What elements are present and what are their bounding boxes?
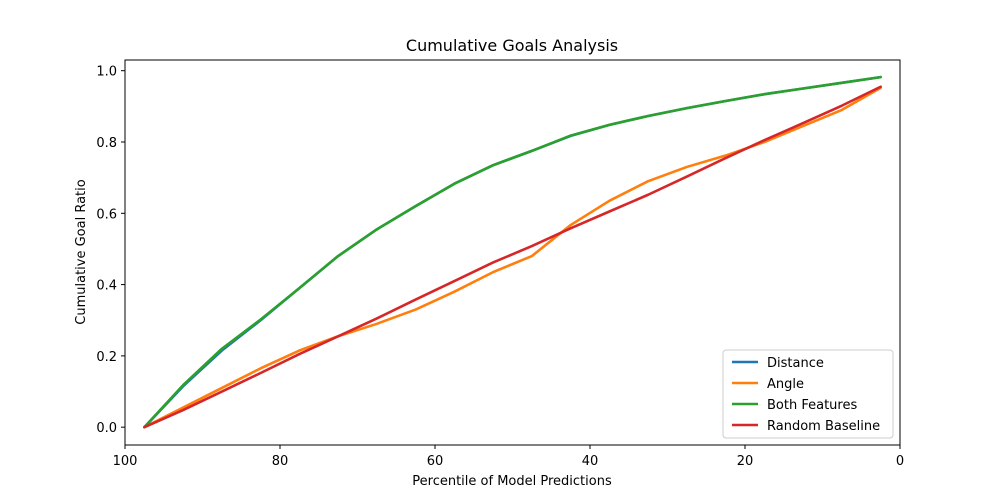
x-tick-label: 80: [272, 454, 289, 469]
legend-frame: [722, 349, 894, 439]
axes-frame: [124, 59, 901, 446]
legend-label-random-baseline: Random Baseline: [767, 419, 880, 434]
legend-label-distance: Distance: [767, 356, 824, 371]
x-axis-title: Percentile of Model Predictions: [412, 474, 612, 489]
y-tick-label: 0.4: [96, 279, 117, 294]
y-tick-label: 0.6: [96, 207, 117, 222]
y-axis: 0.0 0.2 0.4 0.6 0.8 1.0: [96, 65, 125, 436]
y-tick-label: 0.2: [96, 350, 117, 365]
legend-label-both-features: Both Features: [767, 398, 857, 413]
chart-title: Cumulative Goals Analysis: [406, 36, 618, 55]
series-line-both-features: [143, 75, 882, 429]
series-lines: [143, 75, 882, 429]
y-tick-label: 1.0: [96, 65, 117, 80]
y-tick-label: 0.8: [96, 136, 117, 151]
plot-area: 100 80 60 40 20 0 0.0 0.2 0.4 0.6 0.8 1.0: [96, 59, 904, 469]
x-tick-label: 100: [113, 454, 138, 469]
x-axis: 100 80 60 40 20 0: [113, 445, 904, 469]
x-tick-label: 40: [582, 454, 599, 469]
legend-label-angle: Angle: [767, 377, 804, 392]
legend: Distance Angle Both Features Random Baselin…: [722, 349, 894, 439]
x-tick-label: 0: [896, 454, 904, 469]
series-line-random-baseline: [143, 85, 882, 429]
x-tick-label: 60: [427, 454, 444, 469]
y-axis-title: Cumulative Goal Ratio: [74, 179, 89, 324]
y-tick-label: 0.0: [96, 421, 117, 436]
x-tick-label: 20: [737, 454, 754, 469]
